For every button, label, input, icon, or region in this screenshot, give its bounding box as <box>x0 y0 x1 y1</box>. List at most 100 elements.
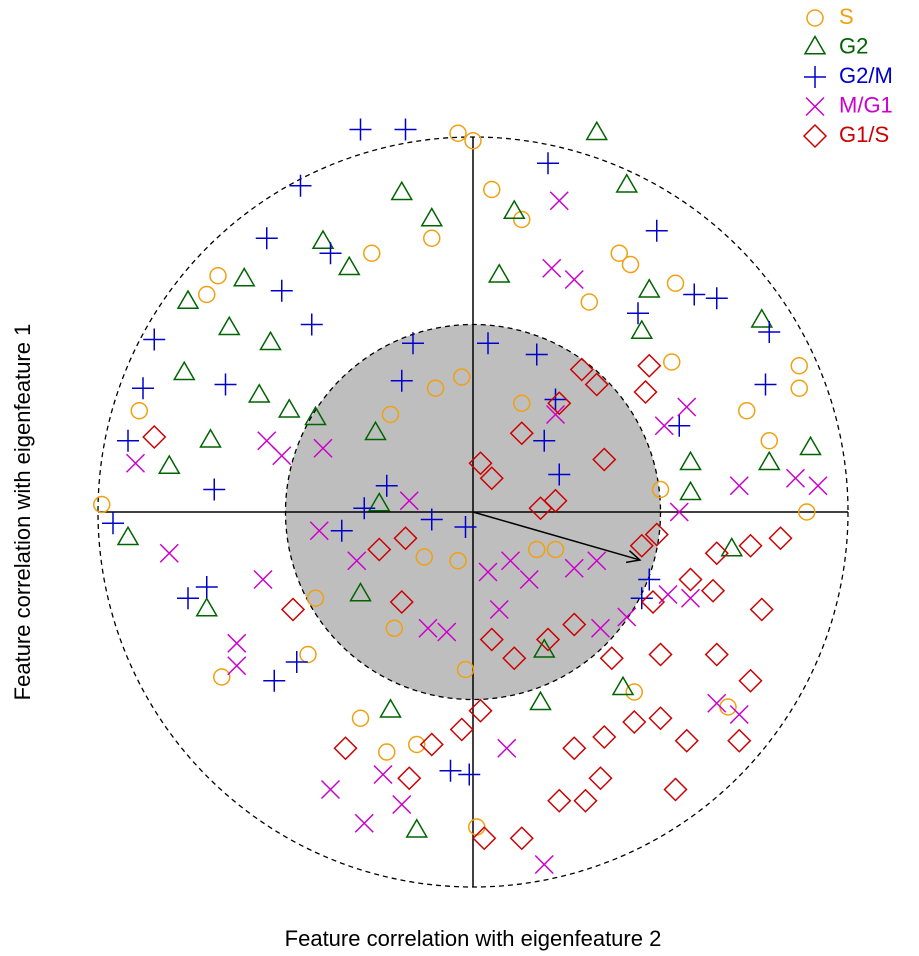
point <box>638 568 661 591</box>
point <box>418 618 438 638</box>
point <box>668 414 691 437</box>
point <box>313 438 333 458</box>
point <box>546 540 565 559</box>
point <box>562 612 587 637</box>
point <box>720 537 744 557</box>
point <box>203 478 226 501</box>
point <box>727 728 752 753</box>
point <box>423 229 441 247</box>
point <box>472 826 497 851</box>
point <box>588 766 613 791</box>
x-axis-label: Feature correlation with eigenfeature 2 <box>285 926 662 951</box>
point <box>375 474 398 497</box>
point <box>663 353 681 371</box>
point <box>439 759 462 782</box>
point <box>548 463 571 486</box>
point <box>680 588 701 608</box>
point <box>754 373 777 396</box>
point <box>564 269 584 290</box>
point <box>587 551 607 571</box>
legend-label: G2/M <box>839 63 893 88</box>
point <box>669 502 689 522</box>
point <box>719 698 737 716</box>
point <box>799 435 822 456</box>
point <box>320 779 341 800</box>
point <box>729 476 749 496</box>
point <box>379 698 402 718</box>
point <box>798 503 816 521</box>
arrow <box>472 511 641 561</box>
point <box>415 548 433 566</box>
legend-marker <box>806 9 824 27</box>
point <box>679 450 702 471</box>
point <box>263 669 286 692</box>
point <box>760 432 778 450</box>
point <box>257 431 277 451</box>
point <box>397 766 422 791</box>
point <box>385 619 403 637</box>
point <box>679 480 702 501</box>
point <box>232 267 256 287</box>
point <box>674 728 699 753</box>
point <box>285 651 308 673</box>
point <box>625 683 643 701</box>
point <box>217 315 241 336</box>
point <box>585 120 609 141</box>
point <box>513 210 531 229</box>
point <box>678 567 703 592</box>
point <box>132 377 154 400</box>
point <box>729 704 749 725</box>
y-axis-label: Feature correlation with eigenfeature 1 <box>10 324 35 701</box>
point <box>389 589 414 615</box>
point <box>483 180 501 199</box>
legend-label: G2 <box>839 33 868 58</box>
point <box>306 589 325 607</box>
point <box>533 429 556 452</box>
point <box>449 552 467 570</box>
point <box>337 255 361 276</box>
series <box>116 120 822 838</box>
point <box>172 360 196 381</box>
point <box>529 690 552 711</box>
point <box>537 152 559 175</box>
point <box>547 391 572 416</box>
point <box>209 267 227 285</box>
point <box>519 569 539 590</box>
point <box>300 313 323 336</box>
point <box>502 199 526 220</box>
point <box>176 289 200 310</box>
point <box>599 646 624 671</box>
point <box>738 533 763 558</box>
point <box>790 379 808 397</box>
point <box>367 492 391 512</box>
point <box>299 645 317 664</box>
point <box>227 656 247 676</box>
point <box>373 764 393 785</box>
point <box>456 660 475 679</box>
point <box>468 451 493 476</box>
legend-marker <box>804 66 826 88</box>
point <box>704 642 729 667</box>
point <box>617 607 637 627</box>
point <box>353 497 376 520</box>
point <box>479 627 504 652</box>
point <box>280 597 306 622</box>
point <box>611 675 635 696</box>
point <box>738 402 756 420</box>
point <box>663 777 688 802</box>
point <box>640 589 666 615</box>
point <box>677 397 697 417</box>
point <box>102 512 124 535</box>
point <box>629 533 654 558</box>
point <box>645 219 668 242</box>
series <box>125 191 828 875</box>
point <box>610 244 628 262</box>
point <box>259 330 282 351</box>
legend-label: S <box>839 4 854 29</box>
arrow-head <box>625 550 642 564</box>
point <box>528 540 546 559</box>
point <box>468 818 486 836</box>
point <box>270 279 293 302</box>
point <box>364 420 387 441</box>
point <box>573 788 598 813</box>
